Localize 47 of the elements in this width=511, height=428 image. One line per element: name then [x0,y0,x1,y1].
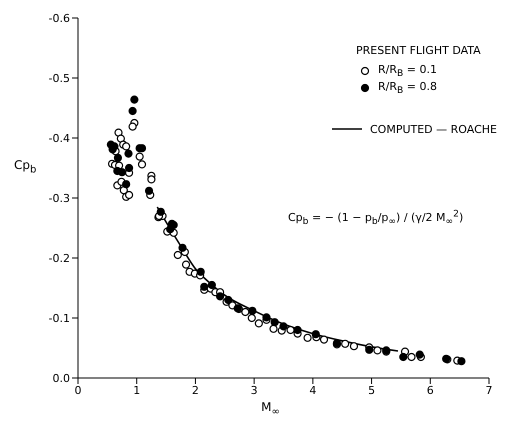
y-tick-label: -0.2 [48,252,70,265]
point [166,225,174,234]
point [144,186,154,195]
legend-label: COMPUTED — ROACHE [370,122,497,136]
y-tick-label: -0.6 [48,12,70,25]
point [156,208,165,216]
point [128,106,137,116]
y-axis-title: Cp$_{b}$ [14,158,36,176]
text: Cp$_{b}$ = − (1 − p$_{b}$/p$_{∞}$) / (γ/2 M$_{∞}$$^{2}$) [288,208,464,227]
x-tick-label: 6 [426,384,434,397]
x-tick-label: 3 [250,384,258,397]
x-tick-label: 5 [368,384,376,397]
legend-label: R/R$_{B}$ = 0.8 [378,80,438,96]
point [270,318,279,326]
point [124,164,134,172]
point [178,244,187,252]
legend-label: R/R$_{B}$ = 0.1 [378,63,438,80]
x-tick-label: 1 [133,384,140,397]
point [216,292,224,300]
y-tick-label: -0.4 [48,132,70,145]
legend-title: PRESENT FLIGHT DATA [356,44,481,57]
point [248,306,256,315]
y-tick-label: -0.1 [48,312,70,325]
x-tick-label: 4 [309,384,316,397]
point [399,352,408,362]
x-tick-label: 7 [486,384,492,397]
y-tick-label: -0.3 [48,192,70,205]
point [122,180,130,188]
point [196,268,205,276]
point [279,322,288,330]
point [457,357,466,366]
point [262,313,271,322]
y-tick-label: -0.5 [48,72,70,85]
point [118,168,126,176]
point [312,330,320,338]
point [130,96,138,104]
x-axis-title: M$_{∞}$ [261,400,280,418]
x-tick-label: 0 [74,384,82,397]
point [416,350,424,359]
point [114,154,122,162]
point [124,150,133,158]
point [365,346,374,354]
point [293,326,302,334]
x-tick-label: 2 [192,384,199,397]
y-tick-label: 0.0 [52,372,70,385]
point [200,282,208,291]
point [208,280,216,290]
